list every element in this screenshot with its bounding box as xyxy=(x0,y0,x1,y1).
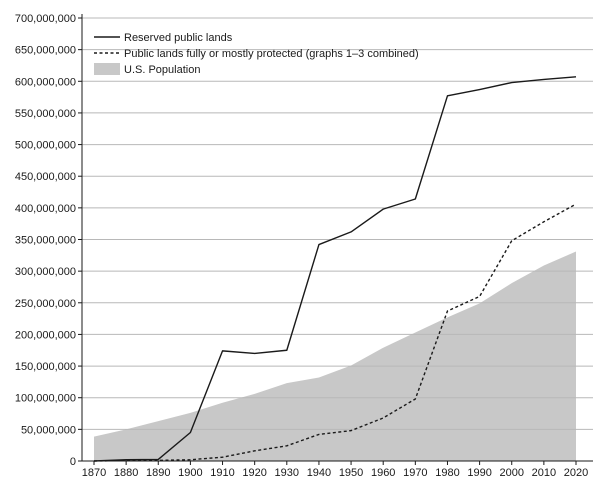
legend: Reserved public lands Public lands fully … xyxy=(94,32,419,76)
y-tick-label: 300,000,000 xyxy=(15,266,76,278)
x-tick-label: 2020 xyxy=(564,467,588,479)
x-tick-label: 1950 xyxy=(339,467,363,479)
x-tick-label: 1900 xyxy=(178,467,202,479)
y-tick-label: 0 xyxy=(70,456,76,468)
y-tick-label: 200,000,000 xyxy=(15,329,76,341)
y-tick-label: 150,000,000 xyxy=(15,361,76,373)
x-tick-label: 1970 xyxy=(403,467,427,479)
x-tick-label: 2000 xyxy=(499,467,523,479)
y-tick-label: 550,000,000 xyxy=(15,108,76,120)
line-layer xyxy=(93,76,577,462)
x-tick-label: 1870 xyxy=(82,467,106,479)
axis-layer: 0 50,000,000 100,000,000 150,000,000 200,000… xyxy=(15,13,593,479)
y-tick-label: 400,000,000 xyxy=(15,203,76,215)
series-line-protected xyxy=(93,203,577,462)
y-tick-label: 450,000,000 xyxy=(15,171,76,183)
y-tick-label: 700,000,000 xyxy=(15,13,76,25)
y-tick-label: 50,000,000 xyxy=(21,424,76,436)
x-tick-label: 1880 xyxy=(114,467,138,479)
series-area-2 xyxy=(94,251,576,461)
grid-layer xyxy=(82,17,593,430)
y-tick-label: 650,000,000 xyxy=(15,45,76,57)
area-layer xyxy=(94,251,576,461)
y-tick-label: 100,000,000 xyxy=(15,393,76,405)
series-line-reserved xyxy=(93,76,577,462)
legend-label: U.S. Population xyxy=(124,64,200,76)
x-tick-label: 1910 xyxy=(210,467,234,479)
x-tick-label: 1990 xyxy=(467,467,491,479)
x-tick-label: 1980 xyxy=(435,467,459,479)
x-tick-label: 1940 xyxy=(307,467,331,479)
x-tick-label: 1890 xyxy=(146,467,170,479)
y-tick-label: 600,000,000 xyxy=(15,76,76,88)
y-tick-label: 350,000,000 xyxy=(15,235,76,247)
legend-label: Public lands fully or mostly protected (… xyxy=(124,48,419,60)
legend-swatch xyxy=(94,63,120,75)
x-tick-label: 1920 xyxy=(242,467,266,479)
y-tick-label: 250,000,000 xyxy=(15,298,76,310)
legend-label: Reserved public lands xyxy=(124,32,233,44)
x-tick-label: 1960 xyxy=(371,467,395,479)
y-tick-label: 500,000,000 xyxy=(15,140,76,152)
x-tick-label: 1930 xyxy=(275,467,299,479)
x-tick-label: 2010 xyxy=(532,467,556,479)
